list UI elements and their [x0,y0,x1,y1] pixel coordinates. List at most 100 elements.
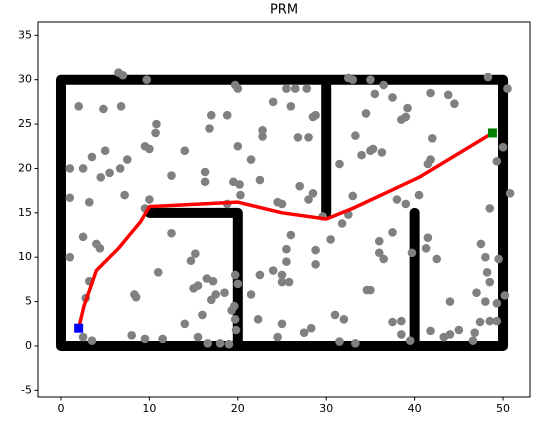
point [351,339,360,348]
point [445,297,455,306]
point [337,219,347,228]
point [388,93,397,102]
point [432,254,442,264]
point [222,110,232,120]
point [233,279,243,289]
point [189,283,198,293]
point [368,144,378,154]
point [304,133,313,142]
point [255,175,265,185]
point [277,277,287,287]
y-tick-label: 20 [18,161,32,174]
point [388,317,397,327]
point [186,256,196,266]
point [200,167,210,177]
point [118,70,128,80]
point [397,316,406,326]
point [405,336,415,345]
point [246,155,256,164]
x-tick-label: 10 [142,402,156,415]
point [167,228,176,238]
point [472,288,481,298]
point [370,89,380,99]
point [277,319,287,329]
point [401,112,411,122]
point [421,244,431,253]
point [100,146,110,155]
point [293,133,303,142]
point [299,328,309,337]
point [306,323,316,333]
point [206,110,216,120]
point [468,336,478,345]
point [122,155,132,164]
axes-frame [37,21,531,398]
point [253,315,263,324]
point [84,197,94,207]
point [439,332,449,342]
point [273,332,282,342]
point [492,299,502,308]
point [366,75,375,84]
point [131,292,141,302]
point [200,177,210,187]
y-tick-label: 25 [18,117,32,130]
point [205,124,214,133]
point [151,128,160,138]
point [158,334,167,344]
marker [487,128,497,138]
point [361,109,371,118]
point [485,204,495,213]
x-tick-label: 30 [319,402,333,415]
point [116,102,126,111]
point [500,291,510,300]
point [503,84,512,93]
point [357,150,366,160]
point [304,195,313,204]
point [193,332,203,342]
point [366,285,375,295]
point [233,141,243,151]
point [492,316,502,326]
point [277,270,287,280]
point [235,180,244,189]
y-tick-label: 0 [25,339,32,352]
point [96,173,106,182]
y-tick-label: 10 [18,250,32,263]
point [351,131,360,140]
point [78,164,88,173]
point [475,317,485,327]
point [414,190,424,200]
point [95,244,105,253]
point [229,301,239,311]
point [145,195,154,204]
point [203,339,213,348]
point [403,103,412,113]
point [407,248,417,258]
point [485,277,495,287]
point [498,142,508,152]
point [255,270,265,280]
y-tick-label: 5 [25,295,32,308]
point [423,159,433,169]
point [311,245,320,255]
point [87,152,97,162]
point [311,260,320,269]
point [282,244,291,254]
point [220,288,229,298]
point [286,102,296,111]
point [379,254,388,264]
point [282,84,291,93]
point [290,84,300,93]
y-tick-label: 35 [18,28,32,41]
point [78,332,88,342]
point [482,267,492,277]
chart-title: PRM [270,3,298,18]
point [211,290,221,299]
point [258,132,267,141]
point [65,164,75,173]
point [330,310,340,320]
point [224,339,234,349]
point [326,235,335,244]
point [426,88,435,98]
